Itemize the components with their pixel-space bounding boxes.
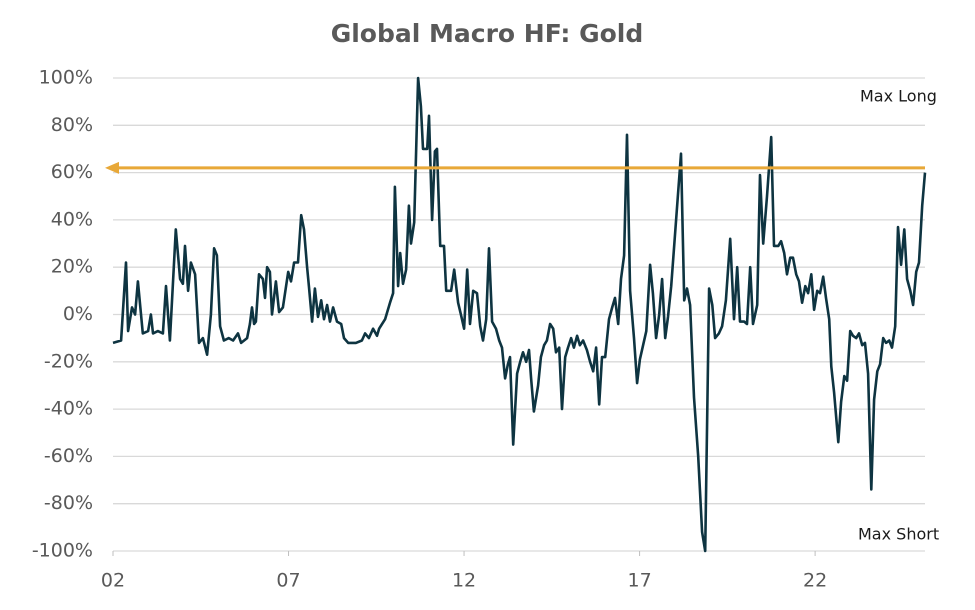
x-tick-label: 07	[276, 570, 300, 592]
y-tick-label: 100%	[39, 67, 93, 89]
y-tick-label: -80%	[44, 492, 93, 514]
x-tick-label: 02	[101, 570, 125, 592]
y-tick-label: 20%	[51, 256, 93, 278]
y-tick-label: 0%	[63, 303, 93, 325]
y-tick-label: -60%	[44, 445, 93, 467]
x-tick-label: 12	[452, 570, 476, 592]
annotation: Max Short	[858, 525, 939, 544]
reference-arrow	[105, 161, 119, 174]
y-tick-label: -100%	[32, 540, 93, 562]
data-line	[112, 76, 927, 553]
chart-title: Global Macro HF: Gold	[331, 19, 644, 48]
y-tick-label: 60%	[51, 161, 93, 183]
y-tick-label: -20%	[44, 350, 93, 372]
y-tick-label: -40%	[44, 398, 93, 420]
x-tick-label: 17	[627, 570, 651, 592]
y-tick-label: 40%	[51, 208, 93, 230]
x-tick-label: 22	[803, 570, 827, 592]
y-tick-label: 80%	[51, 114, 93, 136]
annotation: Max Long	[860, 87, 937, 106]
